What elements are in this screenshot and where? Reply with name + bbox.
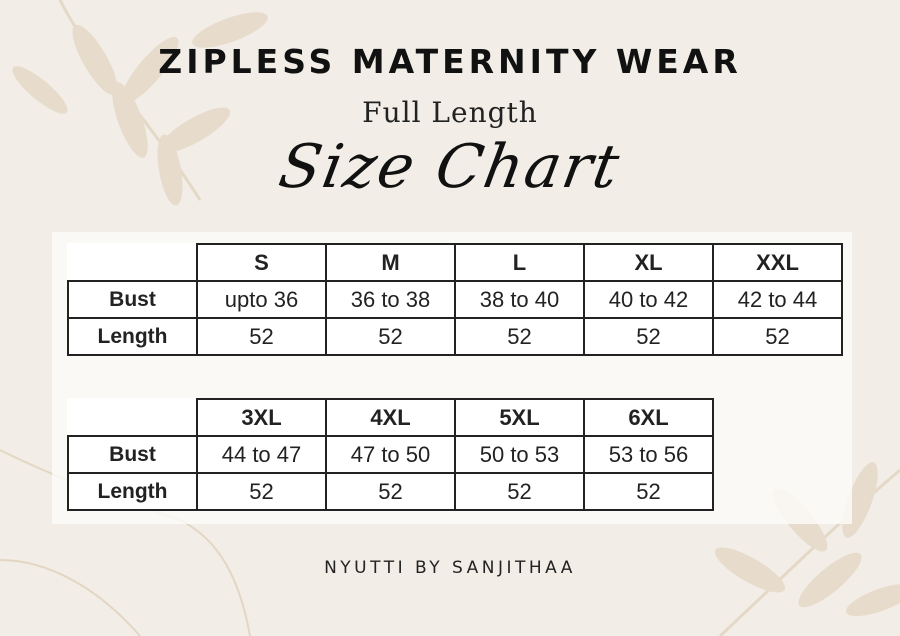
- size-header: S: [196, 243, 327, 282]
- cell: 52: [583, 472, 714, 511]
- page-subtitle: Full Length: [362, 96, 538, 129]
- cell: 52: [325, 472, 456, 511]
- cell: 52: [454, 317, 585, 356]
- cell: 52: [196, 317, 327, 356]
- size-table-2: 3XL 4XL 5XL 6XL Bust 44 to 47 47 to 50 5…: [67, 398, 714, 511]
- cell: 40 to 42: [583, 280, 714, 319]
- cell: 52: [454, 472, 585, 511]
- cell: 38 to 40: [454, 280, 585, 319]
- page-title: ZIPLESS MATERNITY WEAR: [158, 42, 742, 81]
- row-label: Length: [67, 317, 198, 356]
- table-header-row: 3XL 4XL 5XL 6XL: [68, 398, 714, 437]
- cell: 42 to 44: [712, 280, 843, 319]
- brand-footer: NYUTTI BY SANJITHAA: [324, 558, 576, 578]
- cell: 36 to 38: [325, 280, 456, 319]
- row-label: Length: [67, 472, 198, 511]
- size-header: XL: [583, 243, 714, 282]
- size-header: 5XL: [454, 398, 585, 437]
- cell: 52: [583, 317, 714, 356]
- blank-cell: [68, 244, 198, 282]
- table-row: Length 52 52 52 52: [67, 472, 714, 511]
- size-header: 4XL: [325, 398, 456, 437]
- cell: 47 to 50: [325, 435, 456, 474]
- size-header: 6XL: [583, 398, 714, 437]
- row-label: Bust: [67, 435, 198, 474]
- table-header-row: S M L XL XXL: [68, 243, 843, 282]
- cell: 52: [325, 317, 456, 356]
- cell: 52: [196, 472, 327, 511]
- script-title: Size Chart: [274, 132, 626, 202]
- table-row: Bust upto 36 36 to 38 38 to 40 40 to 42 …: [67, 280, 843, 319]
- cell: upto 36: [196, 280, 327, 319]
- blank-cell: [68, 399, 198, 437]
- size-header: XXL: [712, 243, 843, 282]
- size-table-1: S M L XL XXL Bust upto 36 36 to 38 38 to…: [67, 243, 843, 356]
- size-header: M: [325, 243, 456, 282]
- row-label: Bust: [67, 280, 198, 319]
- size-header: L: [454, 243, 585, 282]
- table-row: Length 52 52 52 52 52: [67, 317, 843, 356]
- cell: 44 to 47: [196, 435, 327, 474]
- cell: 50 to 53: [454, 435, 585, 474]
- size-header: 3XL: [196, 398, 327, 437]
- table-row: Bust 44 to 47 47 to 50 50 to 53 53 to 56: [67, 435, 714, 474]
- cell: 53 to 56: [583, 435, 714, 474]
- cell: 52: [712, 317, 843, 356]
